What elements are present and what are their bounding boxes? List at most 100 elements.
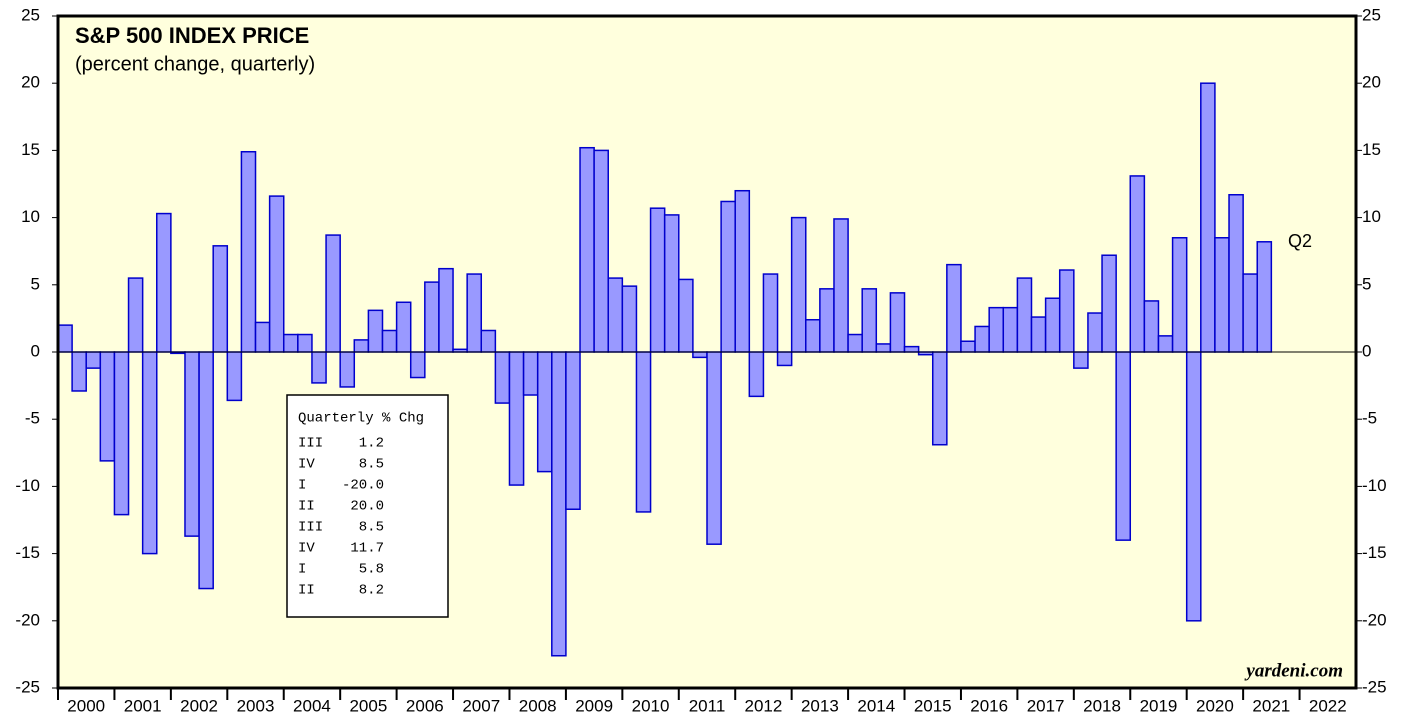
bar	[1044, 297, 1061, 353]
x-tick-label: 2019	[1140, 696, 1178, 715]
y-tick-label: -10	[15, 476, 40, 495]
x-tick-label: 2009	[575, 696, 613, 715]
bar	[1129, 175, 1146, 353]
bar	[494, 351, 511, 404]
bar	[240, 150, 257, 353]
source: yardeni.com	[1244, 660, 1343, 681]
y2-tick-label: -10	[1362, 476, 1387, 495]
bar	[184, 351, 200, 537]
y2-tick-label: -5	[1362, 409, 1377, 428]
bar	[1058, 269, 1075, 353]
x-tick-label: 2016	[970, 696, 1008, 715]
bar	[805, 318, 821, 353]
bar	[57, 324, 73, 353]
y-tick-label: -5	[25, 409, 40, 428]
bar	[1185, 351, 1202, 622]
bar	[692, 351, 708, 359]
bar	[297, 333, 313, 353]
y-tick-label: 0	[31, 341, 40, 360]
x-tick-label: 2020	[1196, 696, 1234, 715]
bar	[1171, 237, 1188, 353]
y2-tick-label: -25	[1362, 677, 1387, 696]
y-tick-label: 5	[31, 274, 40, 293]
bar	[409, 351, 426, 379]
bar	[1228, 194, 1244, 353]
x-tick-label: 2021	[1252, 696, 1290, 715]
bar	[974, 325, 990, 353]
bar	[678, 278, 694, 353]
bar	[198, 351, 214, 590]
y-tick-label: -25	[15, 677, 40, 696]
x-tick-label: 2006	[406, 696, 444, 715]
inset-value: -20.0	[342, 478, 384, 494]
x-tick-label: 2003	[237, 696, 275, 715]
bar	[438, 267, 454, 353]
bar	[1115, 351, 1132, 541]
bar	[113, 351, 130, 516]
bar	[395, 301, 412, 353]
plot-frame	[56, 14, 1358, 690]
inset-value: 8.2	[359, 583, 384, 599]
bar	[1101, 254, 1117, 353]
bar	[536, 351, 553, 473]
bar	[621, 285, 638, 353]
bar	[551, 351, 567, 657]
bar	[339, 351, 356, 388]
y2-tick-label: -15	[1362, 543, 1387, 562]
bar	[565, 351, 581, 510]
bar	[1214, 237, 1230, 353]
y2-tick-label: 25	[1362, 5, 1381, 24]
bar	[946, 263, 962, 353]
bar	[466, 273, 483, 353]
bar	[381, 329, 398, 353]
bar	[1157, 335, 1174, 353]
bar	[931, 351, 948, 446]
x-tick-label: 2008	[519, 696, 557, 715]
bar	[663, 214, 680, 353]
bar	[833, 218, 849, 353]
inset-quarter: I	[298, 478, 306, 494]
inset-box	[286, 394, 449, 618]
bar	[635, 351, 652, 513]
bar	[1143, 300, 1160, 353]
chart-subtitle: (percent change, quarterly)	[75, 53, 315, 75]
x-tick-label: 2012	[745, 696, 783, 715]
x-tick-label: 2014	[857, 696, 895, 715]
y-tick-label: 15	[21, 140, 40, 159]
bar	[325, 234, 341, 353]
bar	[748, 351, 765, 398]
bar	[579, 146, 595, 353]
bar	[847, 333, 863, 353]
inset-value: 11.7	[350, 541, 384, 557]
y2-tick-label: 10	[1362, 207, 1381, 226]
inset-quarter: III	[298, 520, 323, 536]
x-tick-label: 2015	[914, 696, 952, 715]
inset-value: 5.8	[359, 562, 384, 578]
bar	[1256, 241, 1273, 353]
bar	[720, 200, 736, 353]
bar	[988, 306, 1005, 353]
bar	[141, 351, 158, 555]
bar	[607, 277, 624, 353]
bar	[776, 351, 793, 367]
x-tick-label: 2002	[180, 696, 218, 715]
x-tick-label: 2004	[293, 696, 331, 715]
bar	[1073, 351, 1089, 369]
x-tick-label: 2017	[1027, 696, 1065, 715]
y-tick-label: 20	[21, 73, 40, 92]
bar	[875, 343, 892, 353]
x-tick-label: 2000	[67, 696, 105, 715]
bar	[1200, 82, 1216, 353]
bar	[1002, 306, 1019, 353]
inset-quarter: IV	[298, 541, 315, 557]
bar	[1016, 277, 1033, 353]
inset-title: Quarterly % Chg	[298, 411, 424, 427]
bar	[156, 212, 172, 353]
inset-quarter: III	[298, 436, 323, 452]
chart-title: S&P 500 INDEX PRICE	[75, 23, 309, 48]
y2-tick-label: 0	[1362, 341, 1371, 360]
annotation: Q2	[1288, 231, 1312, 251]
inset-quarter: I	[298, 562, 306, 578]
y-tick-label: -20	[15, 610, 40, 629]
bar	[1087, 312, 1103, 353]
